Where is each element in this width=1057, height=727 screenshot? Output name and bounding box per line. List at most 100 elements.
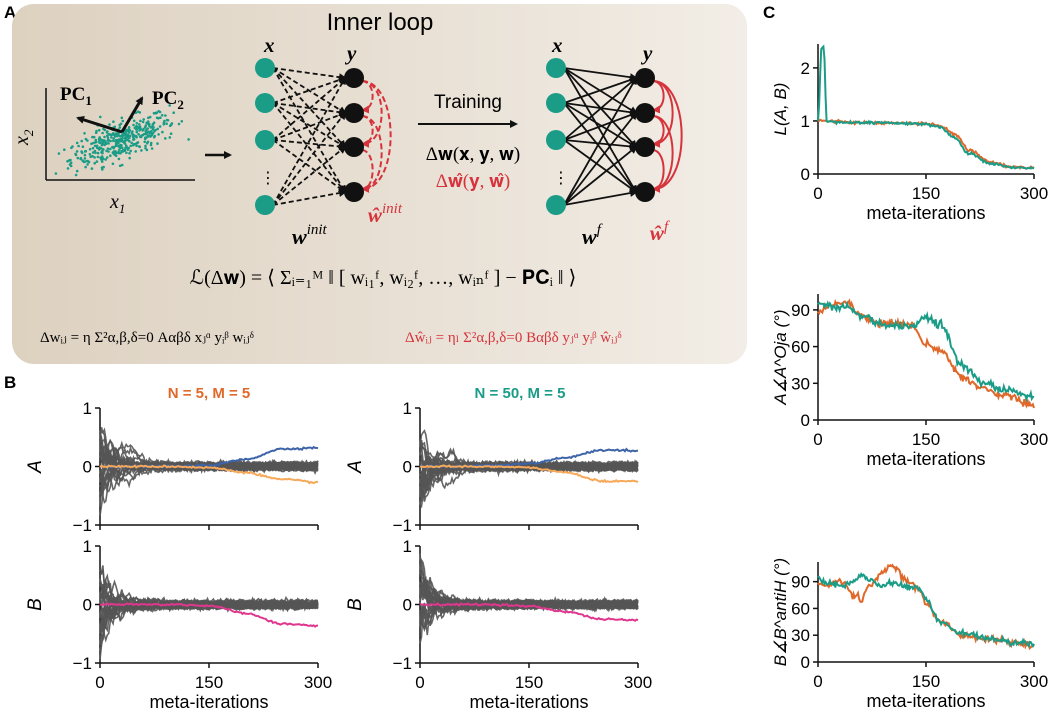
b-title-right: N = 50, M = 5 bbox=[475, 385, 566, 402]
y-axis-label: L(A, B) bbox=[771, 83, 790, 136]
pca-point bbox=[164, 114, 167, 117]
pca-point bbox=[112, 120, 115, 123]
series-line bbox=[817, 118, 1035, 170]
coefficient-trace bbox=[99, 582, 319, 610]
pca-point bbox=[168, 136, 172, 139]
output-neuron bbox=[635, 103, 655, 123]
pca-point bbox=[88, 153, 92, 156]
pca-point bbox=[159, 116, 162, 119]
pca-point bbox=[106, 138, 110, 141]
output-neuron bbox=[344, 68, 364, 88]
net1-x-label: x bbox=[263, 33, 275, 57]
feedforward-connection bbox=[563, 139, 638, 151]
lateral-connection bbox=[652, 115, 674, 193]
pca-point bbox=[86, 163, 89, 166]
update-rule-w: Δwᵢⱼ = η Σ²α,β,δ=0 Aαβδ xⱼᵅ yᵢᵝ wᵢⱼᵟ bbox=[40, 330, 254, 346]
pca-point bbox=[110, 133, 114, 136]
feedforward-connection bbox=[563, 67, 638, 82]
x-tick-label: 0 bbox=[95, 673, 104, 692]
pca-point bbox=[74, 152, 77, 156]
coefficient-trace bbox=[419, 429, 639, 468]
pca-point bbox=[93, 149, 97, 153]
feedforward-connection bbox=[272, 111, 347, 141]
pca-point bbox=[79, 156, 83, 160]
pca-point bbox=[118, 164, 122, 168]
loss-equation: ℒ(Δ𝐰) = ⟨ Σᵢ₌₁ᴹ ‖ [ wᵢ₁ᶠ, wᵢ₂ᶠ, …, wᵢₙᶠ … bbox=[190, 267, 577, 289]
x-tick-label: 150 bbox=[912, 430, 940, 449]
output-neuron bbox=[344, 103, 364, 123]
pca-point bbox=[103, 135, 106, 139]
input-neuron bbox=[546, 93, 566, 113]
y-tick-label: 2 bbox=[801, 59, 810, 78]
pca-point bbox=[121, 119, 125, 123]
y-tick-label: −1 bbox=[73, 516, 92, 535]
pca-point bbox=[134, 134, 138, 138]
coefficient-trace bbox=[419, 463, 639, 485]
pca-point bbox=[125, 151, 128, 155]
pca-point bbox=[129, 144, 132, 148]
lateral-connection bbox=[361, 149, 374, 193]
pca-point bbox=[132, 137, 136, 141]
pca-point bbox=[126, 148, 130, 151]
x-axis-label: meta-iterations bbox=[866, 203, 985, 223]
feedforward-connection bbox=[563, 102, 638, 194]
pca-point bbox=[137, 133, 140, 136]
pca-point bbox=[119, 151, 122, 155]
pca-data-points bbox=[54, 104, 190, 177]
pca-point bbox=[71, 145, 74, 148]
pca-point bbox=[127, 126, 131, 129]
pca-point bbox=[128, 156, 131, 160]
net1-y-label: y bbox=[344, 41, 357, 65]
pca-point bbox=[143, 126, 147, 129]
panel-label-b: B bbox=[4, 373, 16, 392]
pca-point bbox=[69, 161, 73, 165]
network-after-training: x y ⋮ wf ŵf bbox=[546, 33, 683, 249]
pca-point bbox=[125, 134, 128, 137]
pca-point bbox=[101, 168, 104, 171]
pca-point bbox=[118, 135, 122, 138]
inner-loop-title: Inner loop bbox=[327, 9, 434, 36]
pca-point bbox=[101, 131, 104, 135]
pca-point bbox=[102, 148, 105, 151]
lateral-connection bbox=[361, 80, 383, 148]
pca-point bbox=[98, 141, 101, 144]
pca-point bbox=[119, 138, 122, 141]
pca-point bbox=[135, 122, 139, 125]
y-tick-label: 1 bbox=[83, 399, 92, 418]
x-tick-label: 300 bbox=[1020, 672, 1048, 691]
pca-point bbox=[148, 131, 152, 135]
pca-point bbox=[145, 121, 148, 125]
pca-point bbox=[122, 140, 125, 143]
pca-point bbox=[75, 150, 79, 153]
feedforward-connection bbox=[272, 139, 347, 194]
pca-point bbox=[93, 161, 96, 165]
pca-point bbox=[124, 138, 128, 141]
panel-label-c: C bbox=[763, 3, 775, 22]
pca-point bbox=[187, 138, 190, 141]
pca-point bbox=[106, 130, 109, 133]
pca-point bbox=[138, 111, 142, 114]
pca-point bbox=[95, 160, 99, 163]
pca-point bbox=[155, 116, 159, 120]
x-tick-label: 150 bbox=[912, 672, 940, 691]
pca-point bbox=[132, 123, 135, 127]
pca-point bbox=[104, 158, 107, 161]
pca-point bbox=[57, 152, 61, 155]
feedforward-connection bbox=[563, 102, 638, 149]
pca-point bbox=[75, 141, 79, 145]
feedforward-connection bbox=[563, 67, 638, 194]
y-tick-label: −1 bbox=[393, 654, 412, 673]
pca-point bbox=[121, 146, 124, 150]
pca-point bbox=[91, 146, 95, 150]
pca-point bbox=[91, 154, 94, 158]
coefficient-trace bbox=[99, 463, 319, 489]
x-tick-label: 300 bbox=[1020, 184, 1048, 203]
input-neuron bbox=[546, 195, 566, 215]
pca-point bbox=[112, 145, 116, 149]
pca-point bbox=[150, 147, 154, 150]
